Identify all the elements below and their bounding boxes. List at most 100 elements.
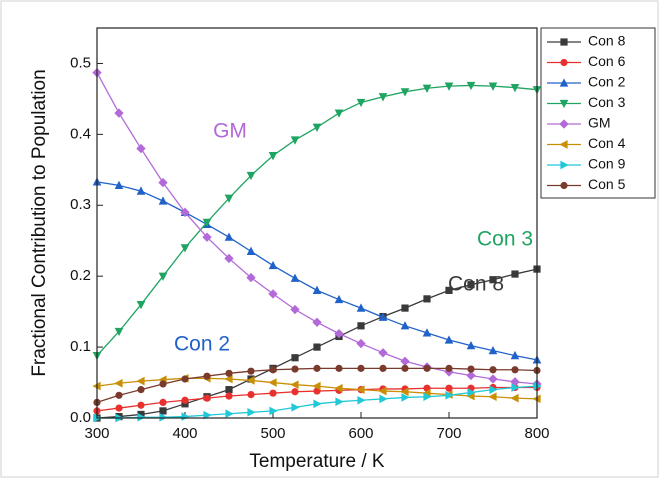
data-point [511,270,518,277]
data-point [467,365,474,372]
x-tick-label: 400 [172,425,197,442]
annotation: GM [213,120,247,143]
data-point [423,365,430,372]
data-point [291,388,298,395]
data-point [203,373,210,380]
data-point [511,366,518,373]
data-point [268,378,276,387]
y-tick-label: 0.4 [70,125,91,142]
data-point [291,403,299,412]
data-point [291,354,298,361]
series-line [97,182,537,360]
data-point [357,99,366,107]
data-point [291,136,300,144]
data-point [269,390,276,397]
legend-label: GM [588,115,611,131]
y-tick-label: 0.5 [70,54,91,71]
data-point [290,380,298,389]
data-point [247,408,255,417]
data-point [136,377,144,386]
data-point [158,178,167,187]
x-tick-label: 700 [436,425,461,442]
data-point [225,392,232,399]
data-point [401,365,408,372]
data-point [181,412,189,421]
data-point [137,402,144,409]
data-point [356,339,365,348]
annotation: Con 2 [174,333,230,356]
legend-label: Con 3 [588,94,626,110]
data-point [136,144,145,153]
data-point [335,295,344,303]
x-tick-label: 500 [260,425,285,442]
data-point [489,366,496,373]
data-point [159,399,166,406]
legend-marker [560,38,567,45]
data-point [488,374,497,383]
data-point [313,343,320,350]
y-axis-label: Fractional Contribution to Population [29,69,50,376]
data-point [312,318,321,327]
legend-label: Con 5 [588,176,626,192]
data-point [225,386,232,393]
y-tick-label: 0.2 [70,267,91,284]
data-point [115,392,122,399]
legend-label: Con 2 [588,74,626,90]
data-point [401,304,408,311]
x-tick-label: 300 [84,425,109,442]
data-point [423,295,430,302]
data-point [291,274,300,282]
data-point [114,108,123,117]
data-point [313,286,322,294]
legend-marker [560,182,567,189]
data-point [379,395,387,404]
y-tick-label: 0.1 [70,338,91,355]
data-point [335,109,344,117]
data-point [400,357,409,366]
data-point [159,407,166,414]
data-point [181,397,188,404]
data-point [137,386,144,393]
data-point [335,365,342,372]
data-point [445,365,452,372]
data-point [510,394,518,403]
data-point [313,124,322,132]
y-tick-label: 0.0 [70,409,91,426]
y-tick-label: 0.3 [70,196,91,213]
chart: Temperature / K Fractional Contribution … [0,0,659,478]
data-point [114,379,122,388]
legend-marker [560,59,567,66]
legend-label: Con 4 [588,135,626,151]
data-point [357,322,364,329]
data-point [159,196,168,204]
data-point [247,391,254,398]
data-point [290,305,299,314]
data-point [247,368,254,375]
data-point [225,409,233,418]
data-point [115,404,122,411]
x-tick-label: 800 [524,425,549,442]
data-point [378,348,387,357]
data-point [269,366,276,373]
data-point [268,289,277,298]
data-point [269,261,278,269]
data-point [335,397,343,406]
data-point [225,233,234,241]
data-point [291,365,298,372]
data-point [313,399,321,408]
legend-label: Con 8 [588,33,626,49]
data-point [203,395,210,402]
data-point [357,396,365,405]
data-point [357,365,364,372]
data-point [181,375,188,382]
x-tick-label: 600 [348,425,373,442]
data-point [445,385,452,392]
data-point [379,365,386,372]
legend-label: Con 6 [588,53,626,69]
data-point [269,407,277,416]
annotation: Con 3 [477,228,533,251]
series-line [97,73,537,384]
data-point [159,380,166,387]
x-axis-label: Temperature / K [249,451,384,472]
data-point [247,247,256,255]
